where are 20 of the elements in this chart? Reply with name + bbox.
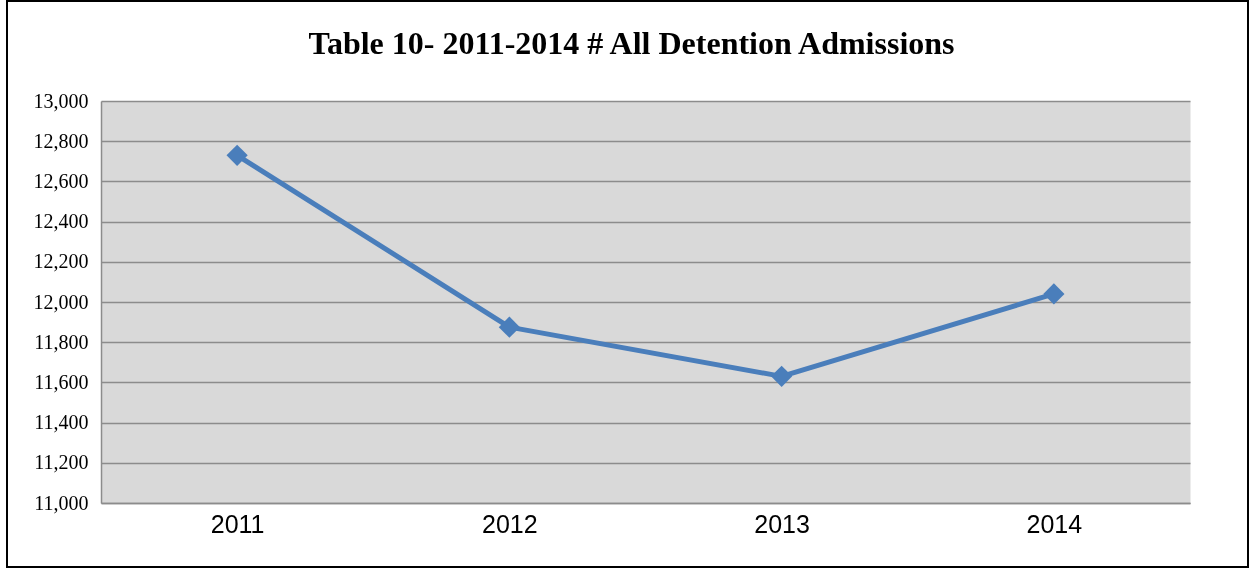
- point: [1043, 283, 1065, 305]
- x-tick-label: 2012: [482, 509, 538, 538]
- y-tick-label: 11,400: [34, 411, 89, 434]
- y-tick-label: 11,200: [34, 451, 89, 474]
- point: [498, 316, 520, 338]
- point: [771, 365, 793, 387]
- x-tick-label: 2013: [754, 509, 810, 538]
- y-tick-label: 11,600: [34, 370, 89, 393]
- y-tick-label: 12,800: [33, 129, 89, 152]
- x-tick-label: 2011: [210, 509, 265, 538]
- y-tick-label: 12,600: [33, 169, 89, 192]
- y-tick-label: 11,800: [34, 330, 89, 353]
- y-tick-label: 12,400: [33, 210, 89, 233]
- x-tick-label: 2014: [1026, 509, 1083, 538]
- y-tick-label: 12,000: [33, 290, 89, 313]
- point: [226, 144, 248, 166]
- y-tick-label: 13,000: [33, 89, 89, 112]
- chart-title: Table 10- 2011-2014 # All Detention Admissions: [308, 25, 955, 61]
- y-tick-label: 11,000: [34, 491, 89, 514]
- y-tick-label: 12,200: [33, 250, 89, 273]
